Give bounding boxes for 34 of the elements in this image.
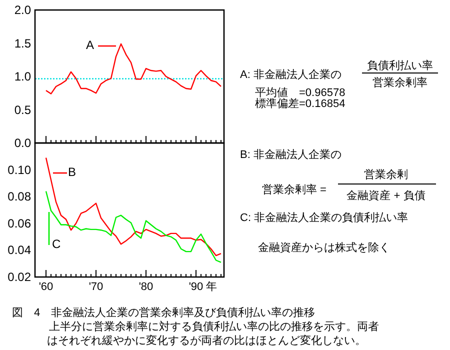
text: A: 非金融法人企業の <box>240 68 342 81</box>
text: 標準偏差=0.16854 <box>255 98 346 110</box>
text: 負債利払い率 <box>367 59 433 72</box>
text: 上半分に営業余剰率に対する負債利払い率の比の推移を示す。両者 <box>49 320 379 333</box>
y-tick-label: 0.08 <box>8 190 32 204</box>
x-tick-label: '90 <box>188 281 204 293</box>
legend-label: B <box>68 165 76 179</box>
y-tick-label: 1.0 <box>14 70 32 84</box>
x-tick-label: '60 <box>38 281 54 293</box>
y-tick-label: 0.0 <box>14 136 32 150</box>
x-tick-label: '70 <box>88 281 104 293</box>
line-series <box>45 157 222 256</box>
text: 金融資産からは株式を除く <box>258 241 390 254</box>
text: 営業余剰率 = <box>262 183 326 196</box>
text: C: 非金融法人企業の負債利払い率 <box>240 211 408 224</box>
x-tick-label: '80 <box>138 281 154 293</box>
text: 金融資産 + 負債 <box>346 189 426 202</box>
caption: 図 4 非金融法人企業の営業余剰率及び負債利払い率の推移 <box>12 306 316 319</box>
y-tick-label: 0.06 <box>8 216 32 230</box>
y-tick-label: 2.0 <box>14 3 32 17</box>
text: B: 非金融法人企業の <box>240 148 342 161</box>
text: 営業余剰 <box>364 168 408 181</box>
text: はそれぞれ緩やかに変化するが両者の比はほとんど変化しない。 <box>47 334 366 347</box>
x-axis-title: 年 <box>206 281 217 293</box>
legend-label: A <box>86 38 94 52</box>
y-tick-label: 0.04 <box>8 243 32 258</box>
y-tick-label: 0.5 <box>14 102 32 117</box>
line-series <box>45 190 222 263</box>
y-tick-label: 0.10 <box>8 162 32 177</box>
series-label: C <box>52 237 61 251</box>
text: 平均値 =0.96578 <box>255 87 346 99</box>
text: 営業余剰率 <box>372 76 428 89</box>
y-tick-label: 0.02 <box>8 270 32 284</box>
y-tick-label: 1.5 <box>14 36 32 50</box>
